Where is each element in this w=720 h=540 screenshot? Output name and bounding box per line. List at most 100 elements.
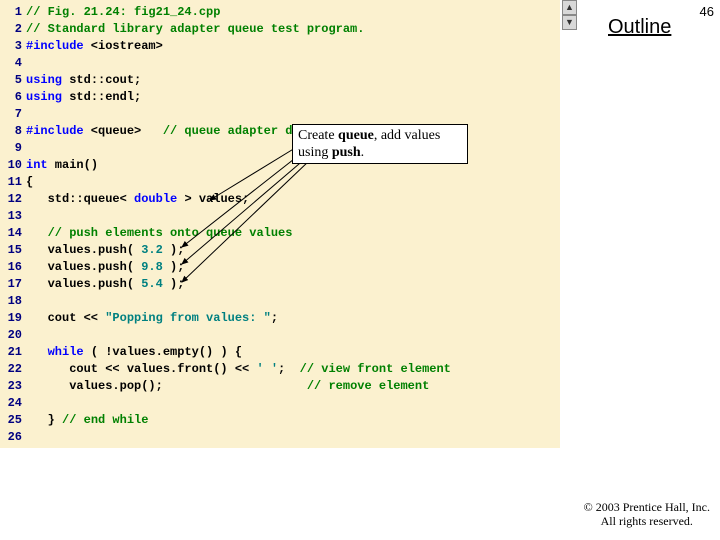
- code-line: values.push( 9.8 );: [26, 259, 560, 276]
- code-line: // Fig. 21.24: fig21_24.cpp: [26, 4, 560, 21]
- line-number: 15: [0, 242, 26, 259]
- line-number-gutter: 1 2 3 4 5 6 7 8 9 10 11 12 13 14 15 16 1…: [0, 0, 26, 448]
- line-number: 4: [0, 55, 26, 72]
- line-number: 26: [0, 429, 26, 446]
- line-number: 16: [0, 259, 26, 276]
- code-text: );: [163, 243, 185, 257]
- scroll-up-button[interactable]: ▲: [562, 0, 577, 15]
- line-number: 21: [0, 344, 26, 361]
- callout-text: Create: [298, 128, 338, 143]
- code-comment: // Standard library adapter queue test p…: [26, 22, 364, 36]
- code-text: }: [26, 413, 62, 427]
- code-text: [26, 345, 48, 359]
- code-text: std::cout;: [62, 73, 141, 87]
- line-number: 10: [0, 157, 26, 174]
- code-text: > values;: [177, 192, 249, 206]
- code-line: cout << values.front() << ' '; // view f…: [26, 361, 560, 378]
- line-number: 12: [0, 191, 26, 208]
- line-number: 3: [0, 38, 26, 55]
- code-keyword: int: [26, 158, 48, 172]
- code-comment: // Fig. 21.24: fig21_24.cpp: [26, 5, 220, 19]
- copyright-line: All rights reserved.: [601, 514, 693, 528]
- code-text: ;: [271, 311, 278, 325]
- code-area: // Fig. 21.24: fig21_24.cpp // Standard …: [26, 0, 560, 448]
- line-number: 19: [0, 310, 26, 327]
- code-comment: // push elements onto queue values: [26, 226, 292, 240]
- copyright-line: © 2003 Prentice Hall, Inc.: [584, 500, 710, 514]
- slide-number: 46: [700, 4, 714, 19]
- line-number: 22: [0, 361, 26, 378]
- callout-text: .: [361, 145, 365, 160]
- line-number: 9: [0, 140, 26, 157]
- code-text: values.push(: [26, 243, 141, 257]
- line-number: 25: [0, 412, 26, 429]
- copyright: © 2003 Prentice Hall, Inc. All rights re…: [584, 500, 710, 528]
- line-number: 8: [0, 123, 26, 140]
- code-text: <iostream>: [84, 39, 163, 53]
- code-line: while ( !values.empty() ) {: [26, 344, 560, 361]
- code-text: values.pop();: [26, 379, 307, 393]
- line-number: 5: [0, 72, 26, 89]
- code-comment: // end while: [62, 413, 148, 427]
- line-number: 14: [0, 225, 26, 242]
- code-keyword: double: [134, 192, 177, 206]
- code-literal: 5.4: [141, 277, 163, 291]
- code-line: [26, 293, 560, 310]
- outline-link[interactable]: Outline: [608, 16, 671, 39]
- code-line: std::queue< double > values;: [26, 191, 560, 208]
- code-line: [26, 106, 560, 123]
- code-keyword: using: [26, 90, 62, 104]
- code-line: } // end while: [26, 412, 560, 429]
- line-number: 6: [0, 89, 26, 106]
- code-line: [26, 395, 560, 412]
- code-keyword: #include: [26, 39, 84, 53]
- code-line: #include <iostream>: [26, 38, 560, 55]
- code-line: [26, 208, 560, 225]
- line-number: 18: [0, 293, 26, 310]
- code-text: {: [26, 175, 33, 189]
- code-text: values.push(: [26, 260, 141, 274]
- code-line: [26, 55, 560, 72]
- code-line: values.push( 5.4 );: [26, 276, 560, 293]
- line-number: 7: [0, 106, 26, 123]
- scroll-down-button[interactable]: ▼: [562, 15, 577, 30]
- code-line: // Standard library adapter queue test p…: [26, 21, 560, 38]
- code-text: values.push(: [26, 277, 141, 291]
- line-number: 24: [0, 395, 26, 412]
- code-line: {: [26, 174, 560, 191]
- callout-text: , add values: [374, 128, 440, 143]
- code-line: values.pop(); // remove element: [26, 378, 560, 395]
- code-text: cout << values.front() <<: [26, 362, 256, 376]
- code-text: <queue>: [84, 124, 163, 138]
- code-line: using std::cout;: [26, 72, 560, 89]
- code-keyword: using: [26, 73, 62, 87]
- code-literal: 9.8: [141, 260, 163, 274]
- line-number: 11: [0, 174, 26, 191]
- code-string: ' ': [256, 362, 278, 376]
- code-text: main(): [48, 158, 98, 172]
- code-line: [26, 429, 560, 446]
- line-number: 17: [0, 276, 26, 293]
- line-number: 23: [0, 378, 26, 395]
- line-number: 1: [0, 4, 26, 21]
- code-text: cout <<: [26, 311, 105, 325]
- code-keyword: while: [48, 345, 84, 359]
- code-line: // push elements onto queue values: [26, 225, 560, 242]
- code-text: );: [163, 277, 185, 291]
- code-text: std::endl;: [62, 90, 141, 104]
- code-comment: // remove element: [307, 379, 429, 393]
- code-keyword: #include: [26, 124, 84, 138]
- callout-bold: queue: [338, 128, 374, 143]
- line-number: 2: [0, 21, 26, 38]
- code-text: );: [163, 260, 185, 274]
- callout-box: Create queue, add values using push.: [292, 124, 468, 164]
- callout-bold: push: [332, 145, 361, 160]
- callout-text: using: [298, 145, 332, 160]
- line-number: 13: [0, 208, 26, 225]
- code-text: ;: [278, 362, 300, 376]
- code-text: std::queue<: [26, 192, 134, 206]
- code-panel: 1 2 3 4 5 6 7 8 9 10 11 12 13 14 15 16 1…: [0, 0, 560, 448]
- code-comment: // view front element: [300, 362, 451, 376]
- code-literal: 3.2: [141, 243, 163, 257]
- code-line: using std::endl;: [26, 89, 560, 106]
